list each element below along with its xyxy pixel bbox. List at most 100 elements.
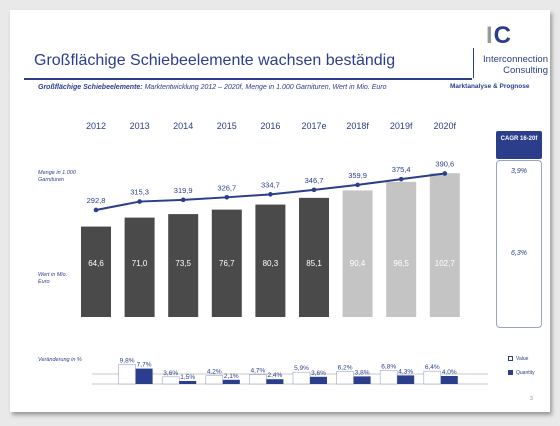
change-value-label: 6,2%	[338, 365, 353, 372]
change-quantity-bar	[353, 376, 371, 384]
quantity-data-label: 346,7	[305, 176, 324, 185]
quantity-data-label: 334,7	[261, 180, 280, 189]
tagline: Marktanalyse & Prognose	[450, 83, 530, 90]
cagr-column	[496, 160, 542, 328]
value-data-label: 64,6	[88, 259, 104, 268]
cagr-header: CAGR 16-20f	[496, 131, 542, 159]
value-data-label: 71,0	[132, 259, 148, 268]
x-tick-label: 2016	[260, 121, 280, 131]
value-bar	[168, 214, 199, 317]
quantity-point	[355, 182, 360, 188]
change-value-label: 4,2%	[207, 369, 222, 376]
value-label: Wert in Mio. Euro	[38, 272, 68, 285]
value-data-label: 76,7	[219, 259, 235, 268]
change-quantity-label: 3,6%	[311, 370, 326, 377]
quantity-point	[224, 195, 230, 200]
change-value-label: 4,7%	[250, 368, 265, 375]
change-value-label: 6,4%	[425, 364, 440, 371]
quantity-data-label: 359,9	[348, 171, 367, 180]
quantity-point	[398, 176, 404, 182]
market-chart: 2012 2013 2014 2015 2016 2017e 2018f 2019f 2020f…	[81, 121, 488, 385]
quantity-point	[93, 207, 99, 213]
legend-quantity: Quantity	[508, 370, 535, 376]
cagr-value: 6,3%	[511, 250, 527, 257]
quantity-data-label: 375,4	[392, 165, 411, 174]
legend-value-text: Value	[516, 356, 529, 362]
value-bar	[429, 173, 460, 317]
x-tick-label: 2012	[86, 121, 106, 131]
subtitle-bold: Großflächige Schiebeelemente:	[38, 84, 143, 91]
x-tick-label: 2019f	[390, 121, 413, 131]
quantity-data-label: 326,7	[217, 183, 236, 192]
value-bar	[124, 217, 155, 317]
legend-value-swatch	[508, 356, 513, 362]
x-tick-label: 2018f	[346, 121, 369, 131]
change-value-bar	[292, 371, 311, 385]
page-number: 3	[530, 396, 533, 402]
quantity-data-label: 292,8	[87, 196, 106, 205]
logo-letter-i: I	[486, 22, 494, 49]
slide: Großflächige Schiebeelemente wachsen bes…	[10, 10, 550, 412]
x-tick-label: 2014	[173, 121, 193, 131]
value-bar	[81, 226, 111, 317]
change-quantity-bar	[135, 368, 153, 384]
quantity-point	[268, 192, 273, 197]
quantity-point	[311, 187, 317, 193]
change-quantity-bar	[397, 375, 415, 384]
page-subtitle: Großflächige Schiebeelemente: Marktentwi…	[38, 84, 387, 91]
change-value-bar	[118, 364, 136, 385]
change-label: Veränderung in %	[38, 357, 82, 363]
change-quantity-label: 3,8%	[355, 369, 370, 376]
logo-letter-c: C	[493, 22, 513, 49]
change-quantity-bar	[222, 379, 240, 384]
change-quantity-bar	[179, 381, 197, 384]
change-value-label: 6,8%	[381, 363, 396, 370]
cagr-quantity: 3,9%	[511, 168, 527, 175]
change-value-label: 5,9%	[294, 365, 309, 372]
company-logo: IC	[486, 24, 512, 48]
value-bar	[386, 181, 417, 317]
value-data-label: 90,4	[350, 259, 366, 268]
value-data-label: 85,1	[306, 259, 322, 268]
value-data-label: 96,5	[393, 259, 409, 268]
x-tick-label: 2020f	[434, 121, 457, 131]
change-quantity-label: 1,5%	[180, 374, 195, 381]
x-tick-label: 2015	[217, 121, 237, 131]
change-quantity-label: 2,1%	[224, 373, 239, 380]
legend-quantity-text: Quantity	[516, 370, 535, 376]
logo-divider	[473, 48, 474, 78]
value-data-label: 73,5	[175, 259, 191, 268]
value-bar	[211, 209, 242, 317]
subtitle-rest: Marktentwicklung 2012 – 2020f, Menge in …	[142, 84, 387, 91]
quantity-point	[137, 199, 142, 204]
value-bar	[255, 204, 286, 317]
change-quantity-label: 2,4%	[267, 372, 282, 379]
change-value-bar	[249, 374, 267, 385]
change-value-bar	[161, 376, 180, 385]
x-tick-label: 2017e	[301, 121, 326, 131]
change-value-bar	[423, 370, 442, 385]
x-tick-label: 2013	[130, 121, 150, 131]
change-value-bar	[379, 370, 398, 385]
legend-quantity-swatch	[508, 370, 513, 376]
change-quantity-bar	[310, 376, 327, 384]
change-quantity-bar	[266, 379, 284, 384]
company-name-line2: Consulting	[503, 65, 548, 76]
title-underline	[24, 78, 472, 80]
company-name-line1: Interconnection	[483, 54, 548, 65]
quantity-data-label: 390,6	[435, 159, 454, 168]
company-name: Interconnection Consulting	[468, 54, 548, 76]
change-quantity-bar	[440, 376, 458, 384]
value-bar	[299, 197, 329, 317]
change-value-label: 3,6%	[163, 370, 178, 377]
page-title: Großflächige Schiebeelemente wachsen bes…	[34, 52, 396, 69]
change-quantity-label: 4,0%	[442, 369, 457, 376]
quantity-data-label: 315,3	[130, 188, 149, 197]
legend-value: Value	[508, 356, 528, 362]
value-bar	[342, 190, 373, 317]
change-value-bar	[336, 371, 354, 385]
change-quantity-label: 4,3%	[398, 368, 413, 375]
quantity-label: Menge in 1.000 Garnituren	[38, 170, 76, 183]
change-value-bar	[205, 375, 224, 385]
quantity-data-label: 319,9	[174, 186, 193, 195]
